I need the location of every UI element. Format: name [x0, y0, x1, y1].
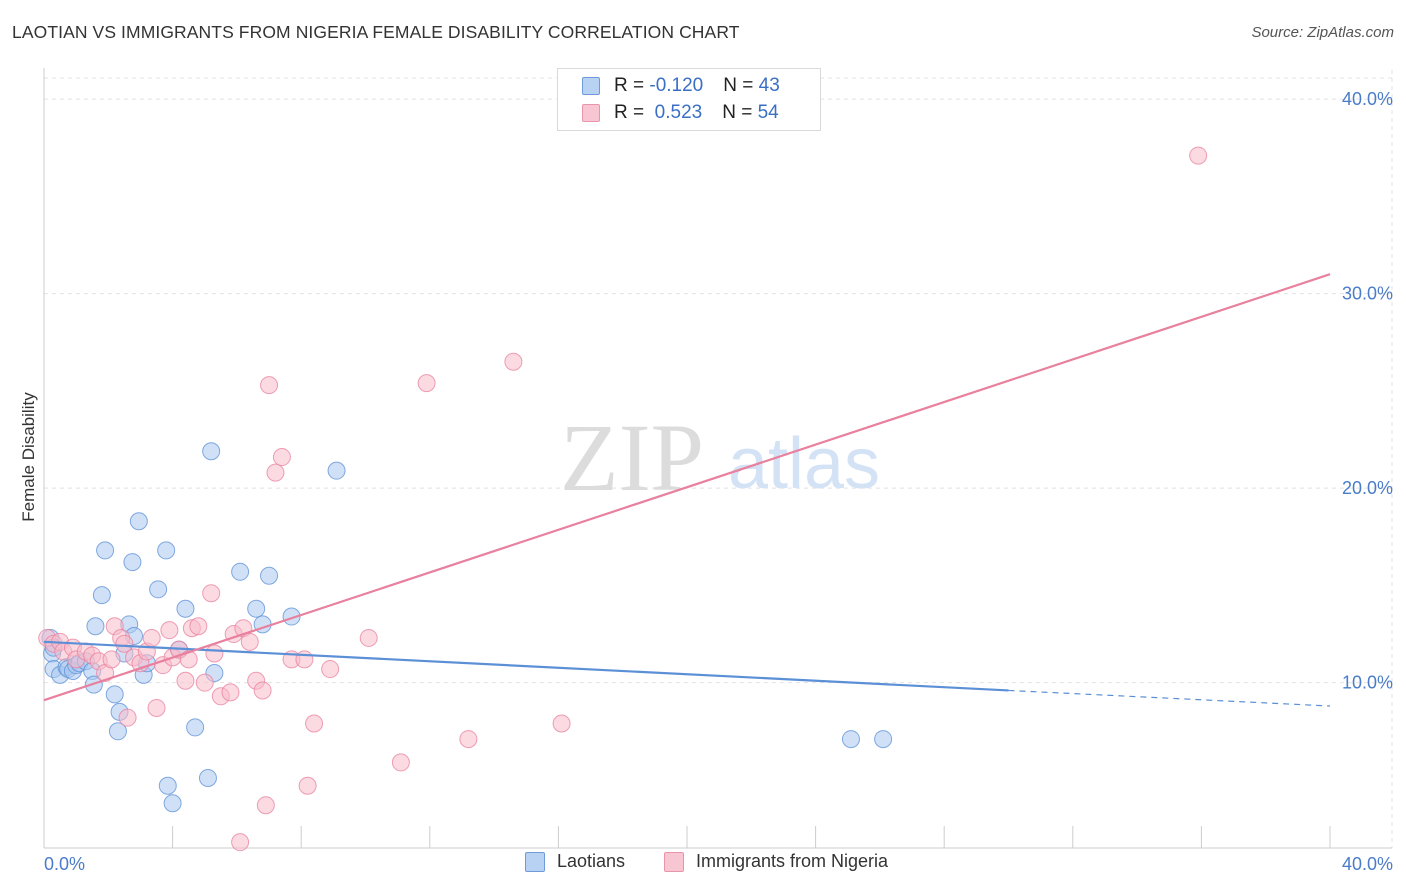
stats-legend: R = -0.120 N = 43 R = 0.523 N = 54: [557, 68, 821, 131]
laotian-point: [282, 607, 301, 626]
legend-label-nigeria: Immigrants from Nigeria: [696, 851, 889, 871]
trend-lines: [43, 273, 1331, 707]
nigeria-point: [147, 698, 166, 717]
laotian-point: [198, 768, 217, 787]
watermark: ZIP atlas: [560, 404, 880, 511]
legend-swatch-laotians: [525, 851, 545, 872]
legend-n-value: 54: [757, 102, 779, 123]
legend-r-label: R =: [614, 75, 650, 96]
laotian-point: [874, 730, 893, 749]
legend-swatch-nigeria: [582, 104, 600, 122]
legend-row-laotians: R = -0.120 N = 43: [582, 74, 780, 98]
nigeria-point: [231, 833, 250, 852]
nigeria-point: [221, 683, 240, 702]
nigeria-trend-line: [43, 273, 1331, 702]
laotian-point: [176, 599, 195, 618]
laotian-point: [96, 541, 115, 560]
legend-n-label: N =: [723, 75, 759, 96]
laotian-point: [92, 586, 111, 605]
laotian-point: [202, 442, 221, 461]
nigeria-point: [266, 463, 285, 482]
legend-swatch-nigeria: [664, 851, 684, 872]
laotian-point: [108, 722, 127, 741]
x-tick-label: 0.0%: [44, 854, 85, 874]
laotian-point: [231, 562, 250, 581]
source-label: Source: ZipAtlas.com: [1251, 24, 1394, 41]
grid-lines: [44, 70, 1393, 848]
legend-label-laotians: Laotians: [557, 851, 626, 871]
laotian-point: [260, 566, 279, 585]
laotian-point: [186, 718, 205, 737]
nigeria-point: [298, 776, 317, 795]
laotian-point: [129, 512, 148, 531]
laotian-point: [163, 794, 182, 813]
laotian-point: [327, 461, 346, 480]
axes: [43, 68, 1392, 849]
laotian-point: [158, 776, 177, 795]
y-tick-label: 10.0%: [1342, 673, 1393, 693]
nigeria-point: [417, 374, 436, 393]
nigeria-point: [118, 708, 137, 727]
chart-title: LAOTIAN VS IMMIGRANTS FROM NIGERIA FEMAL…: [12, 22, 740, 42]
nigeria-point: [142, 628, 161, 647]
nigeria-point: [305, 714, 324, 733]
watermark-atlas: atlas: [728, 424, 880, 504]
laotian-point: [105, 685, 124, 704]
laotian-point: [247, 599, 266, 618]
nigeria-point: [1189, 146, 1208, 165]
nigeria-point: [321, 660, 340, 679]
nigeria-point: [260, 376, 279, 395]
legend-n-label: N =: [722, 102, 758, 123]
laotian-point: [86, 617, 105, 636]
laotian-point: [841, 730, 860, 749]
nigeria-point: [240, 632, 259, 651]
nigeria-point: [160, 621, 179, 640]
nigeria-point: [176, 671, 195, 690]
legend-n-value: 43: [758, 75, 780, 96]
legend-r-label: R =: [614, 102, 650, 123]
legend-swatch-laotians: [582, 77, 600, 95]
nigeria-point: [179, 650, 198, 669]
nigeria-point: [504, 352, 523, 371]
nigeria-point: [195, 673, 214, 692]
nigeria-point: [459, 730, 478, 749]
nigeria-point: [359, 628, 378, 647]
x-tick-label: 40.0%: [1342, 854, 1393, 874]
nigeria-point: [256, 796, 275, 815]
legend-item-laotians[interactable]: Laotians: [525, 851, 625, 872]
laotian-trend-extension: [1008, 689, 1331, 707]
y-tick-label: 40.0%: [1342, 89, 1393, 109]
laotian-trend-line: [43, 640, 1009, 692]
nigeria-point: [272, 448, 291, 467]
watermark-zip: ZIP: [560, 404, 704, 511]
laotian-point: [149, 580, 168, 599]
laotian-point: [123, 553, 142, 572]
nigeria-point: [253, 681, 272, 700]
legend-r-value: -0.120: [649, 75, 704, 96]
legend-item-nigeria[interactable]: Immigrants from Nigeria: [664, 851, 888, 872]
nigeria-point: [552, 714, 571, 733]
nigeria-point: [391, 753, 410, 772]
legend-row-nigeria: R = 0.523 N = 54: [582, 101, 779, 125]
y-axis-title: Female Disability: [19, 392, 38, 522]
tick-labels: 10.0% 20.0% 30.0% 40.0% 0.0% 40.0%: [44, 89, 1393, 874]
laotian-point: [157, 541, 176, 560]
legend-r-value: 0.523: [649, 102, 703, 123]
y-tick-label: 20.0%: [1342, 478, 1393, 498]
nigeria-point: [115, 634, 134, 653]
series-legend: Laotians Immigrants from Nigeria: [0, 851, 1406, 879]
nigeria-point: [202, 584, 221, 603]
y-tick-label: 30.0%: [1342, 284, 1393, 304]
nigeria-point: [189, 617, 208, 636]
nigeria-point: [295, 650, 314, 669]
nigeria-point: [205, 644, 224, 663]
nigeria-point: [102, 650, 121, 669]
